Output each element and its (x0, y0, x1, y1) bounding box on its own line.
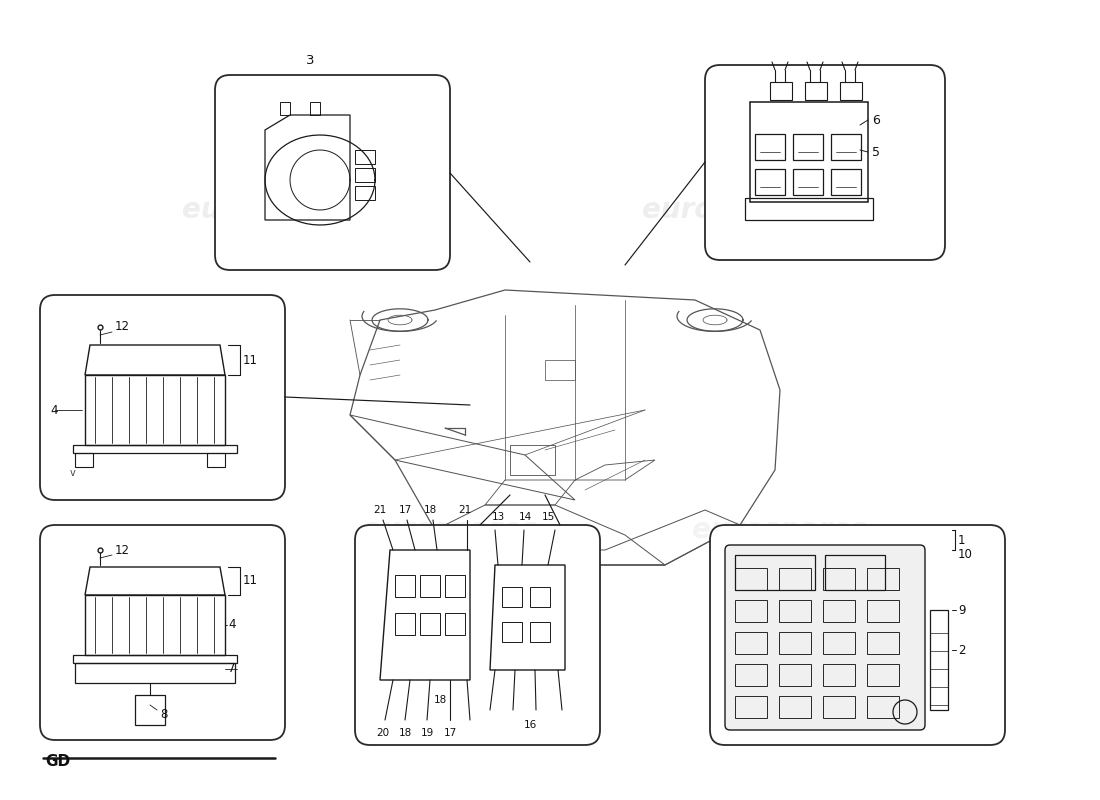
Text: GD: GD (45, 754, 70, 770)
Bar (823, 696, 855, 718)
Bar (755, 169, 785, 195)
Bar (770, 82, 792, 100)
Bar (867, 696, 899, 718)
Text: 13: 13 (492, 512, 505, 522)
Text: eurospares: eurospares (692, 516, 868, 544)
Bar (355, 150, 375, 164)
FancyBboxPatch shape (40, 295, 285, 500)
FancyBboxPatch shape (725, 545, 925, 730)
Bar (840, 82, 862, 100)
Bar (502, 622, 522, 642)
Bar (779, 664, 811, 686)
Bar (867, 664, 899, 686)
Bar (823, 664, 855, 686)
Text: 4: 4 (50, 403, 57, 417)
Bar (420, 613, 440, 635)
Text: 6: 6 (872, 114, 880, 126)
Bar (395, 575, 415, 597)
Bar (207, 453, 226, 467)
Text: v: v (70, 468, 76, 478)
Text: 4: 4 (228, 618, 235, 631)
Bar (735, 568, 767, 590)
Text: 21: 21 (459, 505, 472, 515)
Text: 10: 10 (958, 549, 972, 562)
Text: 19: 19 (420, 728, 433, 738)
Bar (825, 555, 886, 590)
Bar (823, 600, 855, 622)
Bar (867, 632, 899, 654)
Bar (823, 632, 855, 654)
Text: 5: 5 (872, 146, 880, 158)
Bar (830, 134, 861, 160)
Text: 16: 16 (524, 720, 537, 730)
Text: 18: 18 (433, 695, 447, 705)
Bar (75, 453, 94, 467)
Bar (735, 632, 767, 654)
Bar (735, 696, 767, 718)
Bar (735, 600, 767, 622)
Text: 15: 15 (541, 512, 554, 522)
Bar (793, 169, 823, 195)
Text: 7: 7 (228, 662, 235, 675)
Text: 11: 11 (243, 354, 258, 366)
Text: 9: 9 (958, 603, 966, 617)
Bar (420, 575, 440, 597)
FancyBboxPatch shape (214, 75, 450, 270)
Text: 14: 14 (518, 512, 531, 522)
Bar (779, 568, 811, 590)
Bar (735, 555, 815, 590)
Bar (867, 568, 899, 590)
Bar (805, 82, 827, 100)
Bar (135, 695, 165, 725)
Bar (867, 600, 899, 622)
Bar (779, 600, 811, 622)
Text: 11: 11 (243, 574, 258, 587)
Text: 18: 18 (398, 728, 411, 738)
Bar (544, 360, 575, 380)
Text: 12: 12 (116, 543, 130, 557)
FancyBboxPatch shape (355, 525, 600, 745)
Bar (530, 622, 550, 642)
FancyBboxPatch shape (40, 525, 285, 740)
Text: 18: 18 (424, 505, 437, 515)
Bar (530, 587, 550, 607)
Text: eurospares: eurospares (362, 516, 538, 544)
Bar (510, 445, 556, 475)
Text: eurospares: eurospares (642, 196, 817, 224)
Bar (779, 696, 811, 718)
Text: 2: 2 (958, 643, 966, 657)
FancyBboxPatch shape (705, 65, 945, 260)
Bar (823, 568, 855, 590)
Text: 17: 17 (398, 505, 411, 515)
Bar (395, 613, 415, 635)
Bar (355, 186, 375, 200)
Bar (793, 134, 823, 160)
Text: 1: 1 (958, 534, 966, 546)
Bar (735, 664, 767, 686)
Text: 21: 21 (373, 505, 386, 515)
Bar (755, 134, 785, 160)
Bar (355, 168, 375, 182)
Bar (830, 169, 861, 195)
Text: 12: 12 (116, 321, 130, 334)
Text: 3: 3 (306, 54, 315, 67)
Bar (446, 613, 465, 635)
FancyBboxPatch shape (710, 525, 1005, 745)
Bar (779, 632, 811, 654)
Text: eurospares: eurospares (183, 196, 358, 224)
Bar (502, 587, 522, 607)
Text: 8: 8 (160, 709, 167, 722)
Bar (446, 575, 465, 597)
Text: 17: 17 (443, 728, 456, 738)
Bar (745, 198, 873, 220)
Text: 20: 20 (376, 728, 389, 738)
Bar (750, 102, 868, 202)
Bar (930, 610, 948, 710)
